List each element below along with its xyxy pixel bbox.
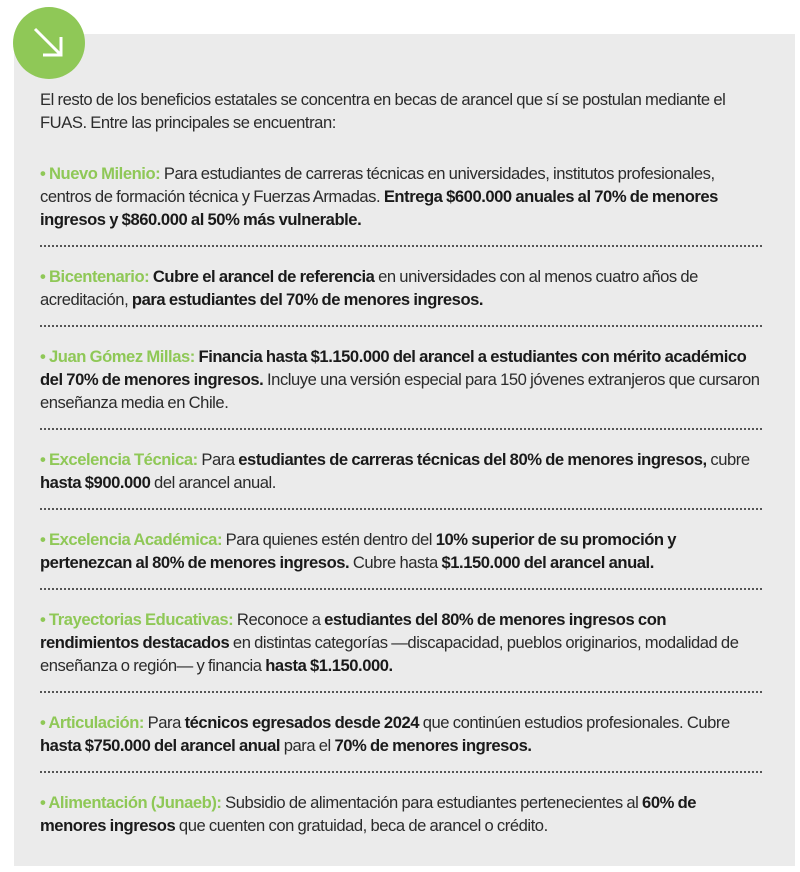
text: Para — [143, 713, 185, 732]
badge — [13, 7, 85, 79]
text: Incluye una versión especial para 150 jó… — [40, 370, 760, 412]
benefit-title: • Alimentación (Junaeb): — [40, 793, 222, 812]
bold-text: 60% de menores ingresos — [40, 793, 697, 835]
content: El resto de los beneficios estatales se … — [40, 88, 762, 837]
benefit-text: • Alimentación (Junaeb): Subsidio de ali… — [40, 791, 762, 837]
benefit-item: • Nuevo Milenio: Para estudiantes de car… — [40, 158, 762, 231]
benefit-item: • Alimentación (Junaeb): Subsidio de ali… — [40, 787, 762, 837]
text: que cuenten con gratuidad, beca de aranc… — [175, 816, 548, 835]
bold-text: estudiantes de carreras técnicas del 80%… — [238, 450, 707, 469]
benefit-title: • Nuevo Milenio: — [40, 164, 161, 183]
benefit-text: • Excelencia Académica: Para quienes est… — [40, 528, 762, 574]
bold-text: estudiantes del 80% de menores ingresos … — [40, 610, 667, 652]
intro-text: El resto de los beneficios estatales se … — [40, 90, 726, 132]
text: en universidades con al menos cuatro año… — [40, 267, 698, 309]
benefit-text: • Articulación: Para técnicos egresados … — [40, 711, 762, 757]
arrow-down-right-icon — [33, 27, 63, 57]
benefit-title: • Juan Gómez Millas: — [40, 347, 195, 366]
text: cubre — [706, 450, 750, 469]
benefit-text: • Bicentenario: Cubre el arancel de refe… — [40, 265, 762, 311]
text: en distintas categorías —discapacidad, p… — [40, 633, 739, 675]
benefit-text: • Excelencia Técnica: Para estudiantes d… — [40, 448, 762, 494]
dotted-divider — [40, 428, 762, 430]
dotted-divider — [40, 508, 762, 510]
bold-text: hasta $750.000 del arancel anual — [40, 736, 281, 755]
text: para el — [280, 736, 335, 755]
bold-text: Cubre el arancel de referencia — [149, 267, 375, 286]
text: Reconoce a — [233, 610, 325, 629]
benefit-item: • Bicentenario: Cubre el arancel de refe… — [40, 261, 762, 311]
benefit-text: • Nuevo Milenio: Para estudiantes de car… — [40, 162, 762, 231]
dotted-divider — [40, 588, 762, 590]
text: Cubre hasta — [349, 553, 442, 572]
bold-text: 70% de menores ingresos. — [334, 736, 532, 755]
text: Para — [197, 450, 239, 469]
benefit-list: • Nuevo Milenio: Para estudiantes de car… — [40, 158, 762, 837]
bold-text: hasta $900.000 — [40, 473, 151, 492]
benefit-item: • Articulación: Para técnicos egresados … — [40, 707, 762, 757]
benefit-title: • Excelencia Técnica: — [40, 450, 198, 469]
benefit-title: • Articulación: — [40, 713, 144, 732]
bold-text: para estudiantes del 70% de menores ingr… — [131, 290, 484, 309]
bold-text: Financia hasta $1.150.000 del arancel a … — [40, 347, 747, 389]
bold-text: técnicos egresados desde 2024 — [184, 713, 420, 732]
benefit-item: • Juan Gómez Millas: Financia hasta $1.1… — [40, 341, 762, 414]
benefit-item: • Excelencia Académica: Para quienes est… — [40, 524, 762, 574]
benefit-item: • Excelencia Técnica: Para estudiantes d… — [40, 444, 762, 494]
bold-text: $1.150.000 del arancel anual. — [441, 553, 654, 572]
text: del arancel anual. — [150, 473, 276, 492]
text: Para estudiantes de carreras técnicas en… — [40, 164, 715, 206]
info-panel — [14, 34, 795, 866]
benefit-title: • Bicentenario: — [40, 267, 150, 286]
text: Para quienes estén dentro del — [222, 530, 436, 549]
benefit-title: • Trayectorias Educativas: — [40, 610, 234, 629]
bold-text: Entrega $600.000 anuales al 70% de menor… — [40, 187, 718, 229]
benefit-text: • Trayectorias Educativas: Reconoce a es… — [40, 608, 762, 677]
dotted-divider — [40, 691, 762, 693]
dotted-divider — [40, 325, 762, 327]
bold-text: 10% superior de su promoción y pertenezc… — [40, 530, 677, 572]
text: que continúen estudios profesionales. Cu… — [419, 713, 731, 732]
benefit-title: • Excelencia Académica: — [40, 530, 223, 549]
bold-text: hasta $1.150.000. — [265, 656, 393, 675]
benefit-item: • Trayectorias Educativas: Reconoce a es… — [40, 604, 762, 677]
dotted-divider — [40, 245, 762, 247]
dotted-divider — [40, 771, 762, 773]
text: Subsidio de alimentación para estudiante… — [221, 793, 643, 812]
benefit-text: • Juan Gómez Millas: Financia hasta $1.1… — [40, 345, 762, 414]
